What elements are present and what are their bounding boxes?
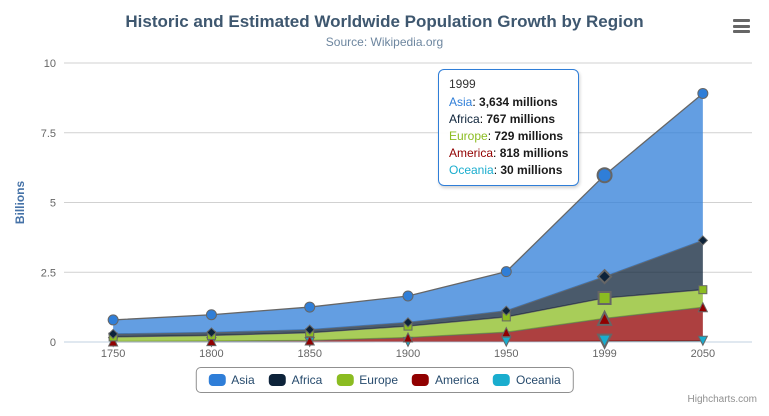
tooltip-series-value: 767 millions [486,112,556,126]
y-axis-label: 7.5 [41,128,56,140]
x-axis-label: 1800 [199,348,223,360]
marker-america-2050[interactable] [697,301,709,313]
x-axis-label: 1900 [396,348,420,360]
legend-item-asia[interactable]: Asia [208,373,255,387]
legend-swatch-icon [268,374,286,386]
x-axis-label: 1750 [101,348,125,360]
marker-america-1800[interactable] [206,335,217,347]
y-axis-title: Billions [13,181,27,225]
marker-africa-1900[interactable] [402,317,414,328]
x-axis-label: 1999 [592,348,616,360]
legend-item-label: Asia [231,373,255,387]
marker-africa-1750[interactable] [107,328,119,340]
legend-item-label: Europe [359,373,399,387]
marker-asia-1750[interactable] [107,314,119,326]
marker-africa-1999[interactable] [596,268,613,285]
legend-item-label: Africa [291,373,323,387]
legend-swatch-icon [412,374,430,386]
tooltip-title: 1999 [449,77,476,91]
marker-asia-1900[interactable] [402,290,414,302]
hamburger-menu-icon [733,19,750,22]
legend-item-africa[interactable]: Africa [268,373,323,387]
hamburger-menu-icon [733,24,750,28]
marker-asia-1850[interactable] [304,301,316,313]
marker-europe-2050[interactable] [698,285,708,295]
tooltip-row-america: America: 818 millions [449,146,569,160]
tooltip-series-name: America [449,146,494,160]
marker-oceania-2050[interactable] [697,335,709,347]
hamburger-menu-icon [733,30,750,33]
tooltip: 1999 Asia: 3,634 millions Africa: 767 mil… [438,69,580,186]
x-axis-label: 1950 [494,348,518,360]
y-axis-label: 10 [44,58,56,70]
tooltip-series-name: Africa [449,112,480,126]
x-axis-label: 2050 [691,348,715,360]
chart-subtitle: Source: Wikipedia.org [325,35,444,49]
marker-asia-1999[interactable] [596,167,613,184]
marker-asia-1800[interactable] [205,309,217,321]
marker-africa-2050[interactable] [697,235,709,246]
legend: Asia Africa Europe America Oceania [195,367,574,393]
credits-link[interactable]: Highcharts.com [687,394,757,405]
legend-item-europe[interactable]: Europe [336,373,398,387]
legend-swatch-icon [208,374,226,386]
marker-europe-1999[interactable] [597,291,612,306]
legend-item-america[interactable]: America [412,373,479,387]
legend-item-label: America [435,373,480,387]
area-africa[interactable] [113,240,703,337]
y-axis-label: 5 [50,198,56,210]
marker-america-1750[interactable] [107,335,119,347]
marker-america-1850[interactable] [304,334,316,346]
tooltip-series-value: 3,634 millions [479,95,558,109]
y-axis-label: 0 [50,337,56,349]
marker-america-1999[interactable] [596,309,613,326]
marker-africa-1950[interactable] [501,305,512,316]
legend-swatch-icon [493,374,511,386]
tooltip-row-africa: Africa: 767 millions [449,112,556,126]
chart-title: Historic and Estimated Worldwide Populat… [125,12,644,31]
marker-asia-2050[interactable] [697,87,709,99]
tooltip-row-oceania: Oceania: 30 millions [449,163,563,177]
legend-item-label: Oceania [516,373,561,387]
tooltip-series-value: 729 millions [494,129,564,143]
x-axis-label: 1850 [297,348,321,360]
marker-oceania-1999[interactable] [596,333,613,350]
area-america[interactable] [113,307,703,342]
tooltip-series-name: Asia [449,95,473,109]
y-axis-label: 2.5 [41,267,56,279]
legend-item-oceania[interactable]: Oceania [493,373,561,387]
export-menu-button[interactable] [733,19,750,33]
tooltip-series-name: Europe [449,129,488,143]
marker-america-1950[interactable] [500,326,512,338]
area-asia[interactable] [113,93,703,334]
marker-africa-1800[interactable] [206,327,217,338]
marker-america-1900[interactable] [402,331,414,343]
legend-swatch-icon [336,374,354,386]
tooltip-row-europe: Europe: 729 millions [449,129,564,143]
marker-asia-1950[interactable] [500,266,512,278]
tooltip-series-value: 818 millions [499,146,569,160]
tooltip-series-value: 30 millions [500,163,563,177]
tooltip-rows: Asia: 3,634 millions Africa: 767 millions… [449,94,568,179]
tooltip-series-name: Oceania [449,163,494,177]
tooltip-row-asia: Asia: 3,634 millions [449,95,558,109]
marker-africa-1850[interactable] [304,324,315,335]
